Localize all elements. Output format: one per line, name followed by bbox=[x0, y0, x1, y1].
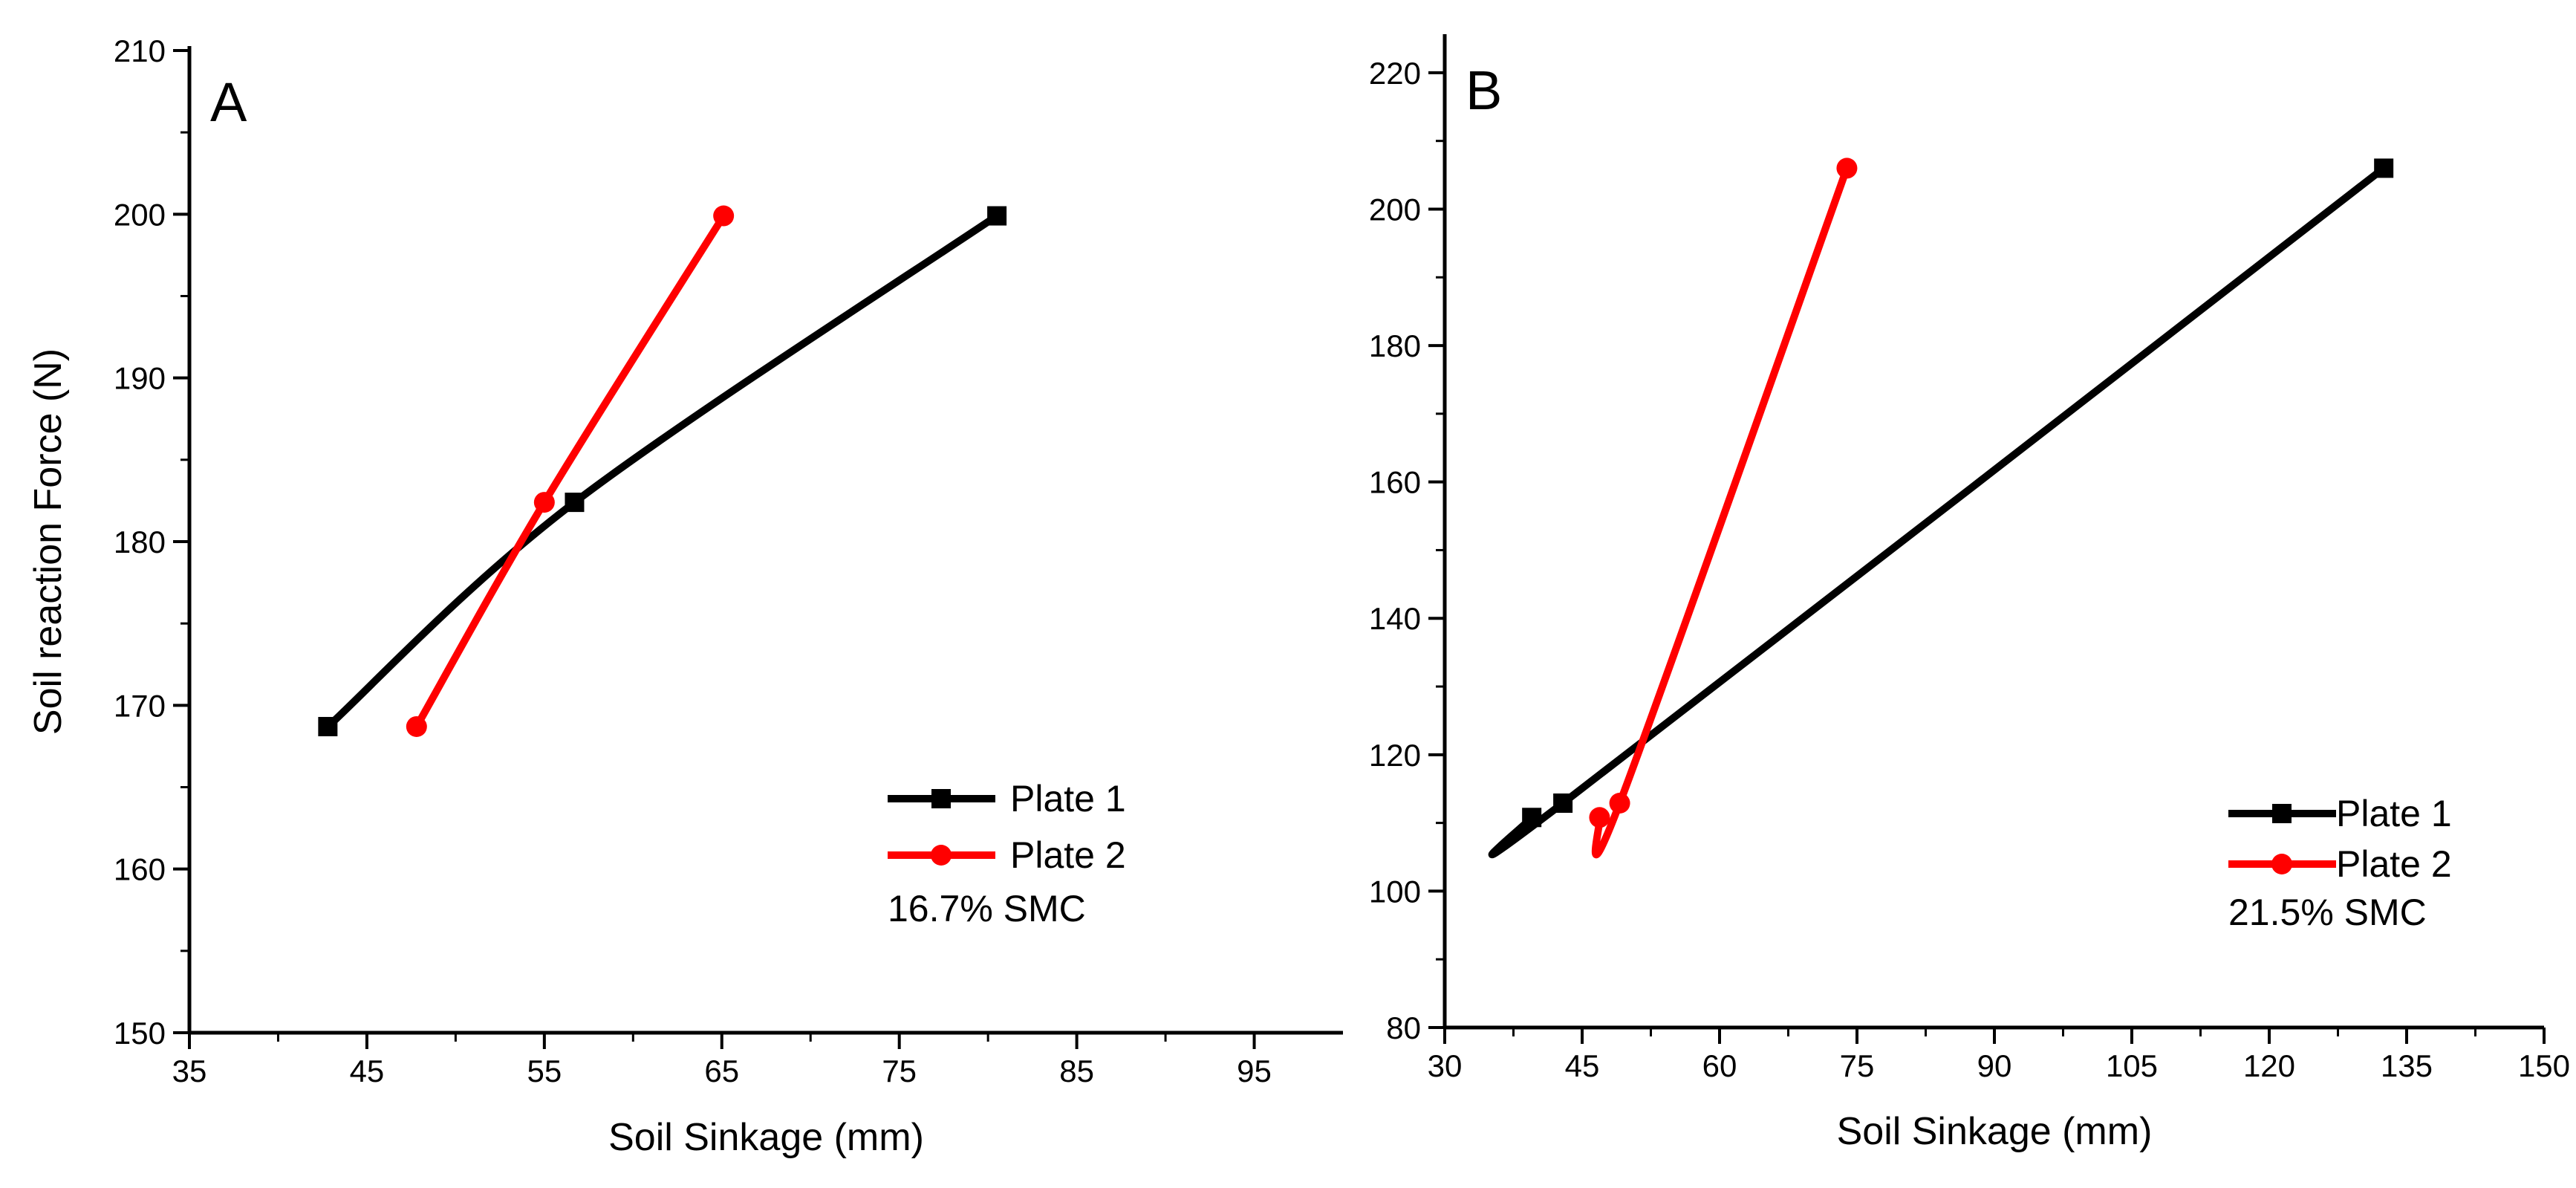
y-tick-label: 210 bbox=[114, 33, 166, 68]
series-plate-2 bbox=[1589, 158, 1858, 859]
series-plate-1 bbox=[1488, 158, 2394, 859]
series-plate-1 bbox=[318, 206, 1007, 736]
chart-panel-b: 30 45 60 75 90 105 120 135 150 80 100 120 140 160 180 2… bbox=[1369, 34, 2570, 1153]
x-tick-label: 90 bbox=[1977, 1048, 2012, 1083]
data-point bbox=[1522, 808, 1542, 828]
data-point bbox=[1836, 158, 1858, 179]
legend: Plate 1 Plate 2 16.7% SMC bbox=[888, 778, 1126, 929]
x-tick-label: 105 bbox=[2106, 1048, 2158, 1083]
x-tick-label: 150 bbox=[2518, 1048, 2570, 1083]
legend-item: Plate 2 bbox=[2228, 843, 2452, 885]
legend: Plate 1 Plate 2 21.5% SMC bbox=[2228, 793, 2452, 933]
y-tick-label: 180 bbox=[114, 525, 166, 559]
data-point bbox=[406, 715, 427, 737]
legend-label: Plate 1 bbox=[2336, 793, 2452, 834]
x-axis-title: Soil Sinkage (mm) bbox=[1837, 1110, 2153, 1153]
y-tick-label: 100 bbox=[1369, 874, 1421, 909]
series-line bbox=[324, 212, 1001, 730]
x-tick-label: 95 bbox=[1237, 1054, 1272, 1088]
y-tick-label: 160 bbox=[1369, 465, 1421, 500]
legend-marker bbox=[2271, 854, 2292, 874]
x-tick-label: 60 bbox=[1702, 1048, 1737, 1083]
data-point bbox=[1553, 793, 1573, 814]
legend-marker bbox=[2272, 804, 2292, 823]
x-axis-title: Soil Sinkage (mm) bbox=[608, 1116, 924, 1159]
legend-label: Plate 2 bbox=[2336, 843, 2452, 885]
series-line bbox=[412, 212, 728, 730]
y-tick-label: 120 bbox=[1369, 738, 1421, 773]
x-tick-label: 55 bbox=[527, 1054, 562, 1088]
data-point bbox=[318, 716, 338, 736]
y-tick-label: 140 bbox=[1369, 601, 1421, 636]
data-point bbox=[1589, 807, 1610, 828]
data-point bbox=[1609, 793, 1630, 814]
x-tick-label: 45 bbox=[1565, 1048, 1600, 1083]
smc-annotation: 16.7% SMC bbox=[888, 888, 1086, 929]
legend-label: Plate 1 bbox=[1010, 778, 1126, 819]
x-tick-label: 45 bbox=[350, 1054, 385, 1088]
y-tick-label: 190 bbox=[114, 361, 166, 396]
x-tick-label: 35 bbox=[172, 1054, 207, 1088]
data-point bbox=[565, 493, 585, 513]
data-point bbox=[533, 492, 555, 513]
x-tick-label: 120 bbox=[2243, 1048, 2295, 1083]
data-point bbox=[987, 206, 1007, 226]
legend-item: Plate 2 bbox=[888, 834, 1126, 876]
panel-label: A bbox=[210, 71, 247, 133]
legend-marker bbox=[931, 789, 951, 808]
smc-annotation: 21.5% SMC bbox=[2228, 892, 2427, 933]
y-axis-title: Soil reaction Force (N) bbox=[27, 348, 70, 735]
x-tick-label: 85 bbox=[1059, 1054, 1094, 1088]
series-line bbox=[1591, 164, 1851, 859]
x-tick-label: 75 bbox=[1840, 1048, 1875, 1083]
legend-item: Plate 1 bbox=[2228, 793, 2452, 834]
y-tick-label: 200 bbox=[1369, 192, 1421, 227]
y-tick-label: 200 bbox=[114, 197, 166, 232]
data-point bbox=[2374, 158, 2394, 178]
x-tick-label: 135 bbox=[2381, 1048, 2433, 1083]
x-tick-label: 65 bbox=[704, 1054, 739, 1088]
y-tick-label: 170 bbox=[114, 688, 166, 723]
y-tick-label: 150 bbox=[114, 1016, 166, 1051]
legend-item: Plate 1 bbox=[888, 778, 1126, 819]
legend-marker bbox=[931, 845, 952, 866]
y-tick-label: 80 bbox=[1386, 1010, 1421, 1045]
chart-panel-a: 35 45 55 65 75 85 95 150 160 170 180 190 200 210 Soil … bbox=[27, 33, 1343, 1159]
x-tick-label: 75 bbox=[882, 1054, 917, 1088]
legend-label: Plate 2 bbox=[1010, 834, 1126, 876]
data-point bbox=[713, 205, 735, 227]
series-plate-2 bbox=[406, 205, 735, 737]
y-tick-label: 220 bbox=[1369, 56, 1421, 91]
panel-label: B bbox=[1466, 59, 1502, 121]
series-line bbox=[1488, 164, 2388, 859]
y-tick-label: 180 bbox=[1369, 328, 1421, 363]
x-tick-label: 30 bbox=[1428, 1048, 1463, 1083]
y-tick-label: 160 bbox=[114, 852, 166, 887]
